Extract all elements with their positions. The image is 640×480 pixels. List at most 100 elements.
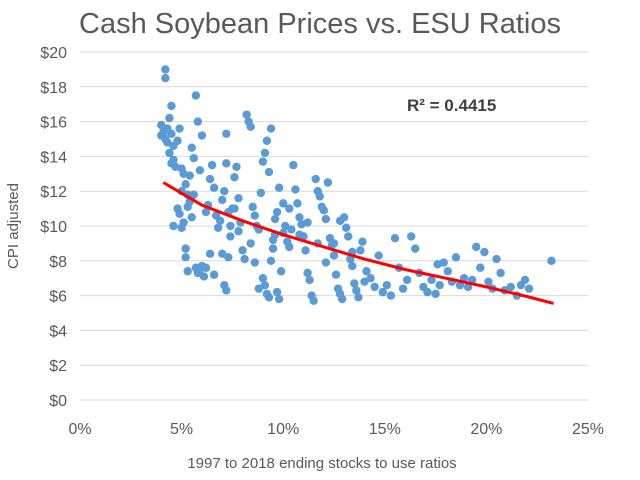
data-point	[167, 159, 176, 168]
data-point	[167, 129, 176, 138]
data-point	[189, 190, 198, 199]
data-point	[218, 195, 227, 205]
data-point	[433, 260, 442, 269]
data-point	[185, 171, 194, 180]
data-point	[258, 274, 268, 283]
data-point	[303, 268, 312, 278]
data-point	[293, 199, 302, 208]
data-point	[291, 185, 300, 194]
data-point	[165, 113, 174, 123]
data-point	[472, 242, 481, 252]
data-point	[234, 193, 243, 203]
data-point	[216, 216, 225, 225]
data-point	[272, 207, 282, 217]
data-point	[321, 258, 331, 267]
data-point	[240, 254, 249, 264]
data-point	[344, 232, 353, 241]
data-point	[352, 286, 361, 295]
data-point	[232, 162, 241, 172]
data-point	[222, 159, 231, 168]
data-point	[358, 237, 367, 246]
data-point	[163, 138, 172, 147]
data-point	[547, 256, 556, 265]
data-point	[303, 218, 312, 227]
data-point	[201, 263, 211, 272]
data-point	[423, 287, 432, 297]
data-point	[181, 180, 190, 189]
data-point	[195, 166, 205, 175]
data-point	[218, 249, 227, 259]
data-point	[209, 183, 219, 192]
data-point	[274, 183, 284, 192]
data-point	[390, 233, 400, 243]
data-point	[270, 214, 280, 224]
data-point	[193, 117, 203, 126]
data-point	[407, 232, 416, 241]
data-point	[161, 65, 170, 74]
y-tick-label: $20	[40, 45, 67, 62]
data-point	[262, 136, 272, 145]
data-point	[220, 187, 229, 196]
data-point	[187, 143, 196, 152]
data-point	[209, 270, 219, 279]
data-point	[258, 157, 268, 166]
data-point	[246, 239, 255, 248]
x-axis-label: 1997 to 2018 ending stocks to use ratios	[187, 455, 456, 472]
data-point	[374, 251, 383, 260]
data-point	[329, 251, 339, 260]
data-point	[323, 178, 333, 187]
data-point	[356, 246, 365, 255]
data-point	[315, 192, 324, 201]
data-point	[230, 204, 239, 213]
data-point	[370, 282, 379, 292]
data-point	[496, 268, 505, 278]
y-tick-label: $18	[40, 80, 67, 97]
data-point	[175, 124, 184, 133]
data-point	[305, 275, 314, 285]
data-point	[301, 246, 310, 255]
y-tick-label: $12	[40, 184, 67, 201]
data-point	[480, 247, 489, 257]
data-point	[295, 230, 304, 239]
data-point	[264, 167, 274, 177]
data-point	[311, 174, 320, 184]
data-point	[354, 293, 363, 302]
data-point	[281, 221, 290, 231]
data-point	[246, 122, 255, 132]
data-point	[226, 232, 235, 241]
data-point	[254, 284, 264, 293]
data-point	[285, 204, 294, 213]
data-point	[189, 153, 198, 163]
data-point	[451, 253, 461, 262]
data-point	[335, 216, 345, 225]
y-tick-label: $4	[49, 323, 67, 340]
data-point	[520, 275, 530, 285]
data-point	[181, 244, 190, 253]
data-point	[443, 267, 452, 276]
data-point	[331, 270, 341, 279]
data-point	[266, 256, 276, 265]
data-point	[431, 289, 440, 299]
data-point	[279, 199, 288, 208]
data-point	[234, 227, 243, 236]
data-point	[366, 274, 375, 283]
data-point	[362, 267, 371, 276]
data-point	[341, 223, 351, 232]
gridlines	[80, 51, 588, 401]
data-point	[266, 124, 276, 133]
data-point	[337, 294, 347, 304]
data-point	[169, 221, 178, 231]
data-point	[205, 174, 215, 184]
data-point	[276, 267, 286, 276]
data-point	[492, 254, 501, 264]
data-point	[264, 293, 274, 302]
data-point	[197, 131, 207, 140]
data-points	[157, 65, 556, 306]
y-tick-labels: $0 $2 $4 $6 $8 $10 $12 $14 $16 $18 $20	[40, 45, 67, 410]
data-point	[222, 129, 231, 138]
data-point	[285, 242, 294, 252]
y-tick-label: $0	[49, 393, 67, 410]
data-point	[295, 213, 304, 222]
data-point	[382, 280, 392, 290]
